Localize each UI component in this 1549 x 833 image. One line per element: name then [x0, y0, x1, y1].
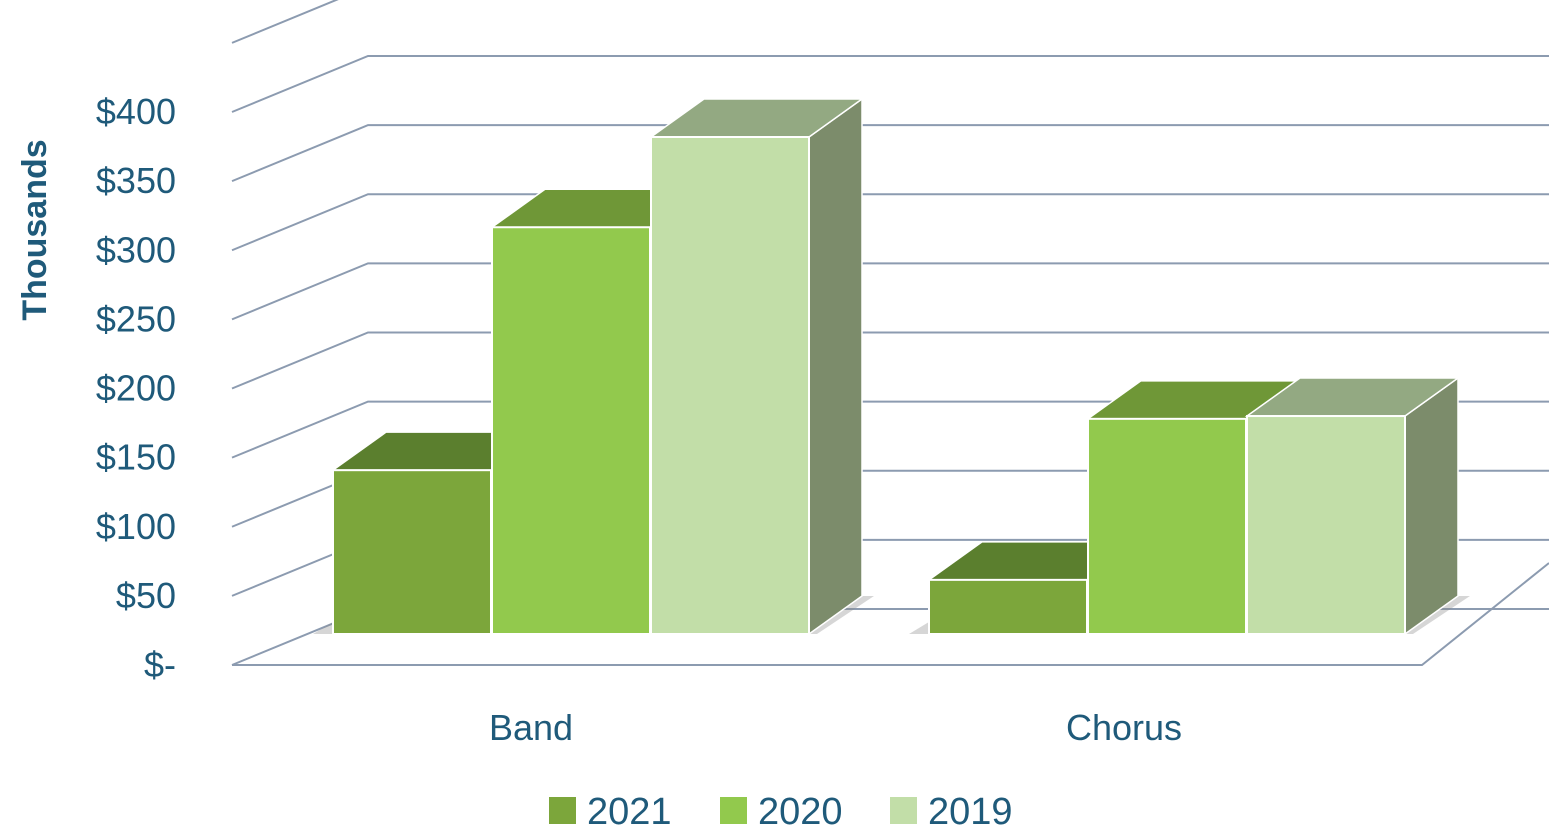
y-tick-label: $200 — [96, 368, 176, 409]
gridline — [231, 55, 1549, 113]
bar-chorus-2020 — [1085, 380, 1302, 636]
legend-item: 2019 — [890, 791, 1013, 833]
y-tick-label: $350 — [96, 160, 176, 201]
y-tick-label: $150 — [96, 437, 176, 478]
y-axis-ticks: $- $50 $100 $150 $200 $250 $300 $350 $400 — [96, 91, 176, 685]
y-tick-label: $100 — [96, 506, 176, 547]
bars — [313, 97, 1470, 636]
bar-band-2019 — [648, 97, 865, 636]
y-axis-title: Thousands — [16, 139, 54, 320]
bar-chorus-2019 — [1244, 376, 1461, 636]
legend-swatch — [720, 797, 747, 824]
legend-swatch — [549, 797, 576, 824]
floor-edge — [232, 562, 1549, 666]
x-category-label: Band — [489, 707, 573, 748]
gridline — [231, 331, 1549, 390]
gridline — [231, 0, 339, 44]
y-tick-label: $250 — [96, 298, 176, 339]
legend-swatch — [890, 797, 917, 824]
legend: 2021 2020 2019 — [549, 791, 1013, 833]
legend-label: 2021 — [587, 791, 672, 833]
legend-item: 2020 — [720, 791, 843, 833]
x-category-label: Chorus — [1066, 707, 1182, 748]
legend-item: 2021 — [549, 791, 672, 833]
gridline — [231, 262, 1549, 321]
bar-band-2020 — [489, 188, 706, 635]
gridline — [231, 124, 1549, 183]
gridlines — [231, 0, 1549, 666]
y-tick-label: $400 — [96, 91, 176, 132]
legend-label: 2020 — [758, 791, 843, 833]
y-tick-label: $300 — [96, 229, 176, 270]
y-tick-label: $- — [144, 644, 176, 685]
x-axis-categories: Band Chorus — [489, 707, 1182, 748]
gridline — [231, 193, 1549, 252]
y-tick-label: $50 — [116, 575, 176, 616]
legend-label: 2019 — [928, 791, 1013, 833]
